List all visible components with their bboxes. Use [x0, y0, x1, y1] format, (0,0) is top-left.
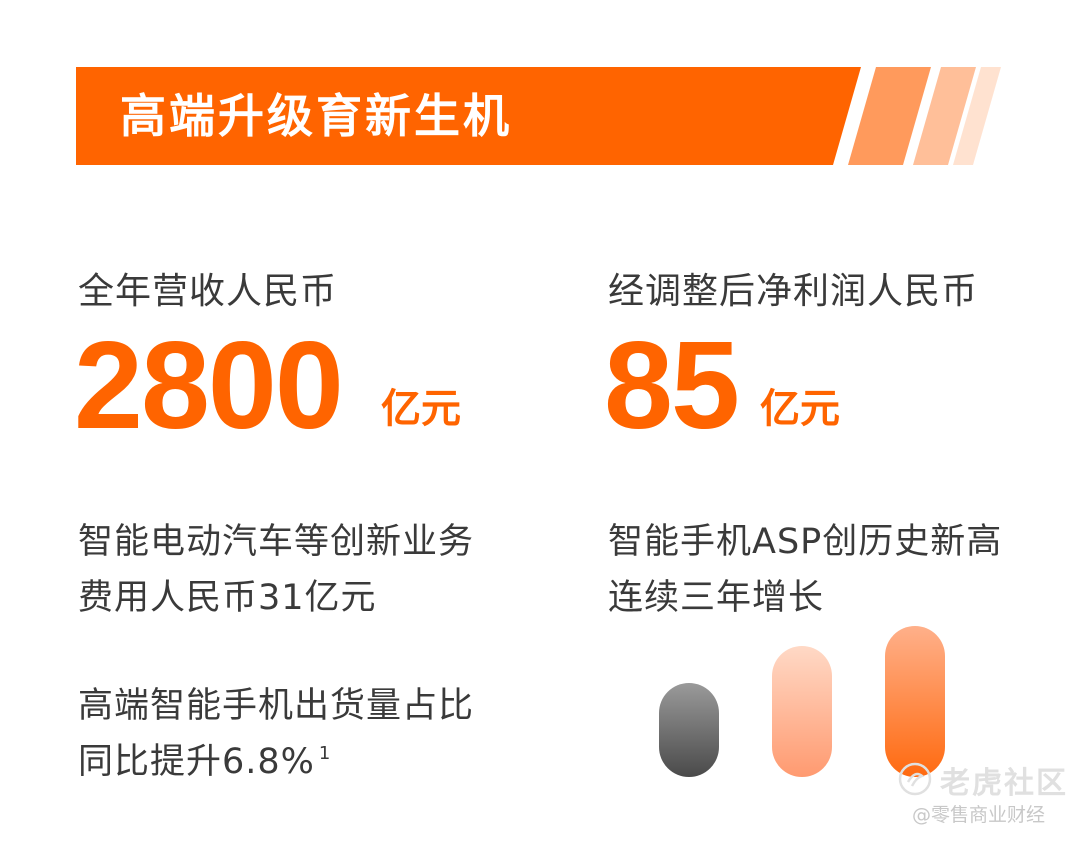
- profit-value: 85: [604, 317, 740, 455]
- asp-line-2: 连续三年增长: [608, 578, 825, 618]
- asp-line-1: 智能手机ASP创历史新高: [608, 522, 1003, 562]
- profit-label: 经调整后净利润人民币: [608, 271, 979, 312]
- watermark-logo-icon: [898, 762, 932, 796]
- ev-business-text: 智能电动汽车等创新业务 费用人民币31亿元: [78, 514, 474, 626]
- premium-line-1: 高端智能手机出货量占比: [78, 686, 475, 726]
- footnote-marker: 1: [318, 743, 332, 764]
- page-title: 高端升级育新生机: [120, 89, 512, 143]
- title-banner: 高端升级育新生机: [76, 67, 1001, 165]
- growth-bar-1-icon: [659, 683, 719, 777]
- revenue-label: 全年营收人民币: [78, 271, 338, 312]
- growth-bar-3-icon: [885, 626, 945, 777]
- premium-line-2: 同比提升6.8% 1: [78, 734, 474, 790]
- banner-shape: [76, 67, 1001, 165]
- revenue-unit: 亿元: [381, 386, 461, 432]
- premium-share-text: 高端智能手机出货量占比 同比提升6.8% 1: [78, 678, 474, 790]
- watermark-source: @零售商业财经: [912, 804, 1046, 826]
- ev-line-1: 智能电动汽车等创新业务: [78, 522, 475, 562]
- revenue-value: 2800: [74, 317, 344, 455]
- profit-unit: 亿元: [760, 386, 840, 432]
- ev-line-2: 费用人民币31亿元: [78, 578, 377, 618]
- asp-text: 智能手机ASP创历史新高 连续三年增长: [608, 514, 1002, 626]
- premium-line-2-text: 同比提升6.8%: [78, 742, 315, 782]
- growth-bar-2-icon: [772, 646, 832, 777]
- watermark-text: 老虎社区: [940, 766, 1068, 801]
